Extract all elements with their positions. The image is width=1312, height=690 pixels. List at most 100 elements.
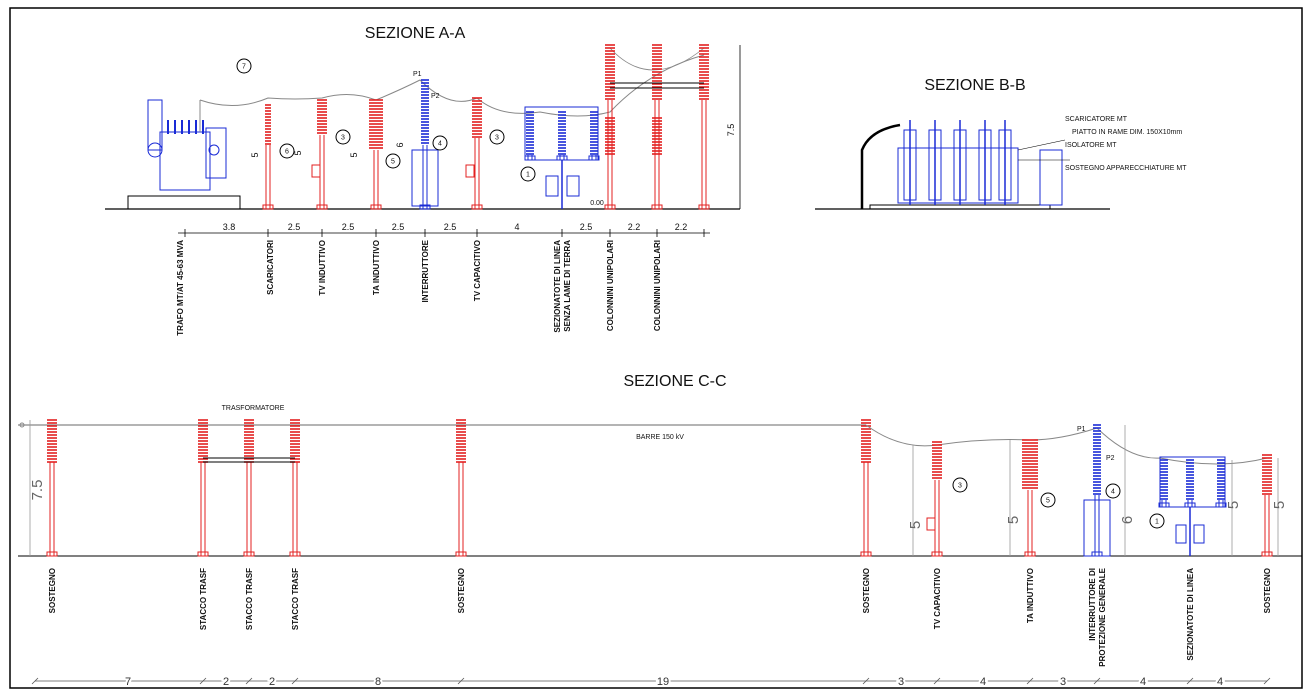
- base: [860, 551, 872, 557]
- callout-label: 5: [1046, 498, 1050, 505]
- callout-label: 1: [526, 172, 530, 179]
- height-label: 5: [1005, 516, 1022, 524]
- height-label: 5: [907, 521, 924, 529]
- frame: [9, 7, 1303, 689]
- callout: [1149, 513, 1165, 529]
- device: [311, 164, 321, 178]
- dimension-label: 2: [269, 676, 275, 688]
- callout: [520, 166, 536, 182]
- transformer: [147, 142, 163, 158]
- transformer: [147, 99, 163, 151]
- base: [931, 551, 943, 557]
- base: [1261, 551, 1273, 557]
- callout: [279, 143, 295, 159]
- callout-label: 1: [1155, 519, 1159, 526]
- device: [926, 517, 936, 531]
- device: [545, 175, 559, 197]
- equipment-label: STACCO TRASF: [245, 568, 254, 630]
- callout-label: 6: [285, 149, 289, 156]
- height-label: 7.5: [726, 124, 736, 137]
- transformer: [205, 127, 227, 179]
- base: [419, 204, 431, 210]
- conductor: [199, 54, 705, 117]
- dimension-label: 19: [657, 676, 669, 688]
- dimension-label: 2.5: [288, 222, 301, 232]
- height-label: 6: [1119, 516, 1136, 524]
- base: [524, 155, 536, 161]
- dimension-tick: [291, 677, 299, 685]
- dimension-tick: [199, 677, 207, 685]
- note: BARRE 150 kV: [636, 434, 684, 441]
- height-label: 5: [1225, 501, 1242, 509]
- equipment-label: TA INDUTTIVO: [1026, 568, 1035, 623]
- base: [455, 551, 467, 557]
- base: [316, 204, 328, 210]
- base: [1158, 502, 1170, 508]
- dimension-label: 8: [375, 676, 381, 688]
- callout-label: 3: [341, 135, 345, 142]
- section-title: SEZIONE B-B: [924, 77, 1025, 94]
- equipment-label: TA INDUTTIVO: [372, 240, 381, 295]
- callout-label: 7: [242, 64, 246, 71]
- dimension-label: 4: [980, 676, 986, 688]
- point-label: P2: [1106, 455, 1115, 462]
- dimension-label: 7: [125, 676, 131, 688]
- height-label: 7.5: [29, 480, 46, 501]
- height-label: 5: [250, 152, 260, 157]
- note: SOSTEGNO APPARECCHIATURE MT: [1065, 165, 1187, 172]
- equipment-label: TRAFO MT/AT 45-63 MVA: [176, 240, 185, 336]
- equipment-label: STACCO TRASF: [199, 568, 208, 630]
- bus-end: [19, 422, 25, 428]
- dimension-tick: [862, 677, 870, 685]
- equipment-label: SENZA LAME DI TERRA: [563, 240, 572, 332]
- equipment-label: TV INDUTTIVO: [318, 240, 327, 296]
- callout: [385, 153, 401, 169]
- breaker-box: [411, 149, 439, 207]
- foundation: [127, 195, 241, 210]
- base: [243, 551, 255, 557]
- note: SCARICATORE MT: [1065, 116, 1128, 123]
- dimension-tick: [1186, 677, 1194, 685]
- base: [556, 155, 568, 161]
- height-label: 5: [293, 150, 303, 155]
- callout-label: 4: [1111, 489, 1115, 496]
- callout: [489, 129, 505, 145]
- equipment-label: STACCO TRASF: [291, 568, 300, 630]
- breaker-box: [1083, 499, 1111, 557]
- transformer: [208, 144, 220, 156]
- switchgear: [897, 147, 1019, 204]
- dimension-tick: [1263, 677, 1271, 685]
- dimension-tick: [933, 677, 941, 685]
- dimension-tick: [245, 677, 253, 685]
- dimension-label: 4: [514, 222, 519, 232]
- equipment-label: INTERRUTTORE DI: [1088, 568, 1097, 641]
- dimension-label: 2.5: [444, 222, 457, 232]
- base: [1024, 551, 1036, 557]
- base: [46, 551, 58, 557]
- callout: [335, 129, 351, 145]
- point-label: P2: [431, 93, 440, 100]
- note: ISOLATORE MT: [1065, 142, 1117, 149]
- base: [604, 204, 616, 210]
- callout: [1105, 483, 1121, 499]
- dimension-label: 4: [1217, 676, 1223, 688]
- level: 0.00: [590, 200, 604, 207]
- height-label: 5: [349, 152, 359, 157]
- equipment-label: SOSTEGNO: [457, 568, 466, 613]
- equipment-label: SOSTEGNO: [1263, 568, 1272, 613]
- device: [1193, 524, 1205, 544]
- dimension-label: 3: [1060, 676, 1066, 688]
- dimension-tick: [1093, 677, 1101, 685]
- equipment-label: SOSTEGNO: [48, 568, 57, 613]
- dimension-label: 2.2: [675, 222, 688, 232]
- dimension-tick: [31, 677, 39, 685]
- equipment-label: PROTEZIONE GENERALE: [1098, 567, 1107, 666]
- leader: [1017, 139, 1066, 151]
- base: [1091, 551, 1103, 557]
- structure: [860, 123, 901, 209]
- equipment-label: COLONNINI UNIPOLARI: [606, 240, 615, 331]
- base: [370, 204, 382, 210]
- section-title: SEZIONE C-C: [623, 373, 726, 390]
- section-title: SEZIONE A-A: [365, 25, 466, 42]
